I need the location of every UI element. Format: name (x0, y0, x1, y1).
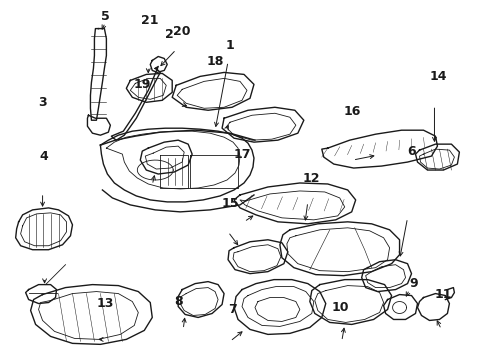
Text: 14: 14 (429, 69, 447, 82)
Text: 12: 12 (302, 172, 319, 185)
Text: 9: 9 (409, 278, 418, 291)
Text: 3: 3 (38, 96, 47, 109)
Text: 19: 19 (134, 78, 151, 91)
Text: 6: 6 (407, 145, 416, 158)
Text: 2: 2 (165, 28, 173, 41)
Text: 11: 11 (434, 288, 452, 301)
Text: 13: 13 (97, 297, 115, 310)
Text: 8: 8 (175, 296, 183, 309)
Text: 18: 18 (207, 55, 224, 68)
Text: 16: 16 (344, 105, 361, 118)
Text: 1: 1 (226, 39, 235, 52)
Text: 15: 15 (221, 197, 239, 210)
Text: 7: 7 (228, 303, 237, 316)
Text: 5: 5 (101, 10, 110, 23)
Text: 4: 4 (39, 150, 48, 163)
Text: 17: 17 (234, 148, 251, 161)
Text: 21: 21 (141, 14, 158, 27)
Text: 20: 20 (173, 25, 190, 38)
Text: 10: 10 (332, 301, 349, 314)
